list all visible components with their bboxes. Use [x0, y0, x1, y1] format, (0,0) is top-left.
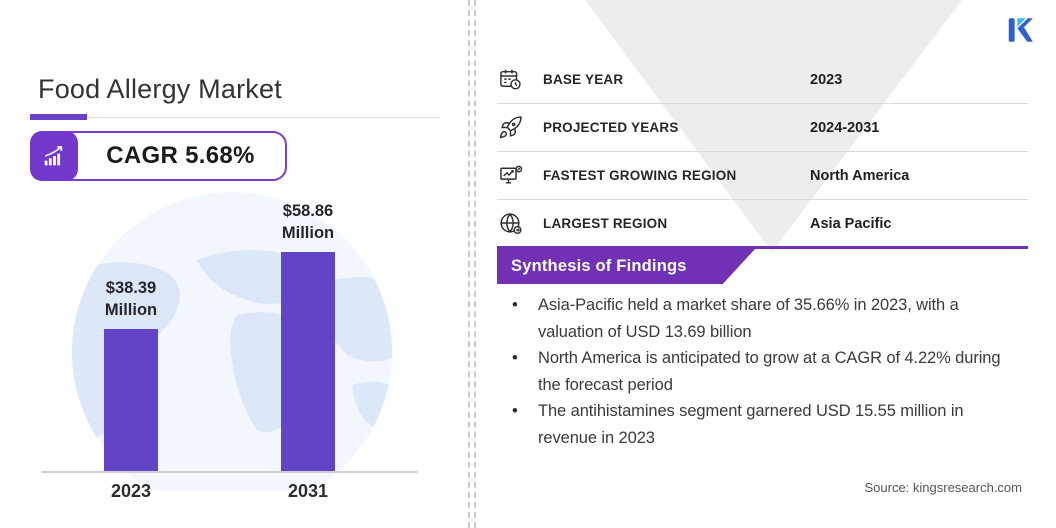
cagr-value: CAGR 5.68% [106, 142, 255, 169]
calendar-icon [497, 67, 523, 93]
key-facts-list: BASE YEAR 2023 PROJECTED YEARS 2024-2031 FAS… [497, 56, 1028, 248]
findings-bullet: The antihistamines segment garnered USD … [505, 398, 1017, 451]
findings-bullet: North America is anticipated to grow at … [505, 345, 1017, 398]
fact-value: 2024-2031 [810, 119, 880, 136]
x-tick-label: 2031 [287, 481, 329, 501]
findings-banner: Synthesis of Findings [497, 249, 755, 284]
fact-row: PROJECTED YEARS 2024-2031 [497, 104, 1028, 152]
findings-bullet-list: Asia-Pacific held a market share of 35.6… [505, 292, 1017, 451]
fact-label: LARGEST REGION [543, 216, 668, 231]
source-attribution: Source: kingsresearch.com [864, 480, 1022, 495]
kings-research-logo [1005, 15, 1035, 45]
fact-value: Asia Pacific [810, 215, 892, 232]
fact-label: FASTEST GROWING REGION [543, 168, 737, 183]
title-divider [30, 117, 441, 118]
bar-chart: $38.39 Million $58.86 Million [0, 195, 467, 472]
fact-row: BASE YEAR 2023 [497, 56, 1028, 104]
page-title: Food Allergy Market [38, 74, 282, 104]
bar-2031 [281, 252, 335, 472]
fact-row: FASTEST GROWING REGION North America [497, 152, 1028, 200]
rocket-icon [497, 115, 523, 141]
bar-2023 [104, 329, 158, 472]
findings-bullet: Asia-Pacific held a market share of 35.6… [505, 292, 1017, 345]
cagr-badge: CAGR 5.68% [30, 131, 287, 181]
findings-top-rule [497, 246, 1028, 249]
fact-label: BASE YEAR [543, 72, 624, 87]
fact-label: PROJECTED YEARS [543, 120, 679, 135]
title-divider-accent [30, 114, 87, 120]
fact-value: North America [810, 167, 910, 184]
panel-separator-line-2 [474, 0, 476, 528]
chart-baseline [42, 471, 418, 473]
growth-region-icon [497, 163, 523, 189]
x-tick-label: 2023 [110, 481, 152, 501]
panel-separator-line-1 [468, 0, 470, 528]
growth-chart-icon [30, 131, 78, 181]
fact-row: LARGEST REGION Asia Pacific [497, 200, 1028, 248]
bar-value-label: $58.86 Million [281, 202, 335, 242]
bar-value-label: $38.39 Million [104, 279, 158, 319]
globe-icon [497, 211, 523, 237]
findings-title: Synthesis of Findings [511, 257, 687, 275]
fact-value: 2023 [810, 71, 843, 88]
